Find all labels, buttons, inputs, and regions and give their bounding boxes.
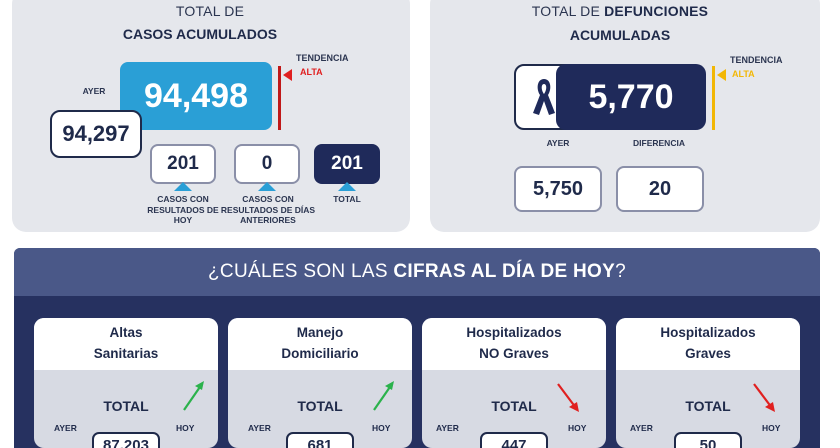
hoy-heading: ¿CUÁLES SON LAS CIFRAS AL DÍA DE HOY? [14, 248, 820, 296]
defunciones-total-value: 5,770 [588, 77, 674, 116]
defunciones-title-b: DEFUNCIONES [604, 3, 709, 19]
trend-up-arrow-icon [183, 381, 204, 411]
card-hoy-label: HOY [176, 423, 195, 433]
card-title: Altas Sanitarias [34, 318, 218, 370]
card-ayer-label: AYER [436, 423, 459, 433]
card-manejo-domiciliario: Manejo Domiciliario TOTAL AYER HOY 681 [228, 318, 412, 448]
card-ayer-label: AYER [248, 423, 271, 433]
card-hospitalizados-no-graves: Hospitalizados NO Graves TOTAL AYER HOY … [422, 318, 606, 448]
hoy-heading-post: ? [615, 261, 626, 282]
defunciones-ayer-box: 5,750 [514, 166, 602, 212]
trend-down-arrow-icon [557, 383, 579, 412]
casos-tendencia-bar [278, 66, 281, 130]
defunciones-tendencia-value: ALTA [732, 69, 755, 79]
card-value: 447 [480, 432, 548, 448]
casos-hoy-pointer [174, 182, 192, 191]
casos-title-line1: TOTAL DE [175, 3, 245, 19]
hoy-heading-pre: ¿CUÁLES SON LAS [208, 261, 394, 282]
hoy-heading-bold: CIFRAS AL DÍA DE HOY [393, 261, 616, 282]
casos-anteriores-box: 0 [234, 144, 300, 184]
card-altas-sanitarias: Altas Sanitarias TOTAL AYER HOY 87,203 [34, 318, 218, 448]
casos-total-box: 94,498 [120, 62, 272, 130]
card-title-line1: Altas [109, 325, 143, 341]
card-total-label: TOTAL [685, 398, 731, 414]
defunciones-diferencia-label: DIFERENCIA [633, 138, 685, 148]
card-title-line1: Hospitalizados [466, 325, 562, 341]
card-value: 50 [674, 432, 742, 448]
casos-tendencia-arrow [283, 69, 292, 81]
casos-tendencia-value: ALTA [300, 67, 323, 77]
casos-hoy-value: 201 [167, 153, 199, 174]
defunciones-tendencia-arrow [717, 69, 726, 81]
defunciones-total-box: 5,770 [556, 64, 706, 130]
defunciones-diferencia-value: 20 [648, 177, 672, 200]
casos-sum-pointer [338, 182, 356, 191]
trend-up-arrow-icon [373, 381, 394, 411]
ribbon-icon [533, 79, 555, 115]
card-title-line1: Hospitalizados [660, 325, 756, 341]
card-hoy-label: HOY [372, 423, 391, 433]
casos-tendencia-label: TENDENCIA [296, 53, 349, 63]
card-title-line2: NO Graves [479, 346, 549, 361]
card-ayer-label: AYER [630, 423, 653, 433]
card-hoy-label: HOY [568, 423, 587, 433]
card-total-label: TOTAL [297, 398, 343, 414]
card-title: Manejo Domiciliario [228, 318, 412, 370]
defunciones-tendencia-bar [712, 66, 715, 130]
card-title-line2: Graves [685, 346, 731, 361]
card-title: Hospitalizados NO Graves [422, 318, 606, 370]
card-total-label: TOTAL [103, 398, 149, 414]
casos-sum-label: TOTAL [333, 194, 361, 204]
casos-hoy-box: 201 [150, 144, 216, 184]
casos-title-line2: CASOS ACUMULADOS [122, 26, 278, 42]
trend-down-arrow-icon [753, 383, 775, 412]
card-hoy-label: HOY [762, 423, 781, 433]
casos-hoy-label: CASOS CON RESULTADOS DE HOY [147, 194, 219, 226]
defunciones-ayer-value: 5,750 [532, 177, 584, 200]
card-title: Hospitalizados Graves [616, 318, 800, 370]
defunciones-ayer-label: AYER [546, 138, 570, 148]
defunciones-title-line1: TOTAL DE DEFUNCIONES [470, 3, 770, 19]
card-value: 681 [286, 432, 354, 448]
casos-ayer-box: 94,297 [50, 110, 142, 158]
defunciones-title-line2: ACUMULADAS [569, 27, 671, 43]
casos-sum-value: 201 [331, 153, 363, 174]
card-title-line1: Manejo [296, 325, 344, 341]
defunciones-tendencia-label: TENDENCIA [730, 55, 783, 65]
casos-sum-box: 201 [314, 144, 380, 184]
card-value: 87,203 [92, 432, 160, 448]
casos-ayer-label: AYER [82, 86, 106, 96]
card-ayer-label: AYER [54, 423, 77, 433]
casos-total-value: 94,498 [144, 76, 248, 115]
defunciones-diferencia-box: 20 [616, 166, 704, 212]
casos-anteriores-label: CASOS CON RESULTADOS DE DÍAS ANTERIORES [220, 194, 316, 226]
casos-anteriores-value: 0 [261, 153, 273, 174]
card-hospitalizados-graves: Hospitalizados Graves TOTAL AYER HOY 50 [616, 318, 800, 448]
casos-anteriores-pointer [258, 182, 276, 191]
card-title-line2: Sanitarias [93, 346, 159, 361]
casos-ayer-value: 94,297 [62, 121, 130, 146]
card-total-label: TOTAL [491, 398, 537, 414]
defunciones-title-a: TOTAL DE [531, 3, 605, 19]
card-title-line2: Domiciliario [281, 346, 359, 361]
